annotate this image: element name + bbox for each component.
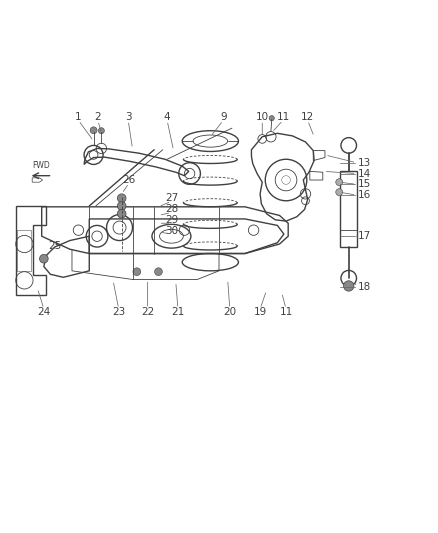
Circle shape: [117, 201, 126, 211]
Text: 3: 3: [125, 112, 131, 122]
Text: 23: 23: [112, 307, 125, 317]
Text: 10: 10: [256, 112, 269, 122]
Text: 11: 11: [276, 112, 290, 122]
Text: 4: 4: [164, 112, 170, 122]
Text: 16: 16: [357, 190, 371, 200]
Text: 18: 18: [357, 282, 371, 292]
Text: 25: 25: [48, 241, 61, 251]
Text: 28: 28: [165, 205, 178, 214]
Text: 14: 14: [357, 168, 371, 179]
Text: 21: 21: [171, 307, 184, 317]
Text: 26: 26: [123, 175, 136, 185]
Circle shape: [155, 268, 162, 276]
Text: 11: 11: [279, 307, 293, 317]
Circle shape: [133, 268, 141, 276]
Text: 20: 20: [223, 307, 237, 317]
Circle shape: [99, 128, 104, 134]
Text: 12: 12: [301, 112, 314, 122]
Circle shape: [117, 209, 126, 218]
Text: 2: 2: [95, 112, 101, 122]
Text: 1: 1: [75, 112, 82, 122]
Circle shape: [269, 116, 274, 121]
Text: 13: 13: [357, 158, 371, 168]
Circle shape: [90, 127, 97, 134]
Text: 24: 24: [37, 307, 50, 317]
Text: 9: 9: [220, 112, 226, 122]
Text: 30: 30: [165, 226, 178, 236]
Text: 22: 22: [141, 307, 154, 317]
Text: 19: 19: [254, 307, 267, 317]
Circle shape: [117, 194, 126, 203]
Text: 17: 17: [357, 231, 371, 241]
Text: 15: 15: [357, 179, 371, 189]
Text: 29: 29: [165, 215, 178, 225]
Text: FWD: FWD: [32, 160, 49, 169]
Circle shape: [39, 254, 48, 263]
Text: 27: 27: [165, 193, 178, 203]
Circle shape: [336, 179, 343, 185]
Circle shape: [336, 189, 343, 196]
Circle shape: [343, 281, 354, 291]
